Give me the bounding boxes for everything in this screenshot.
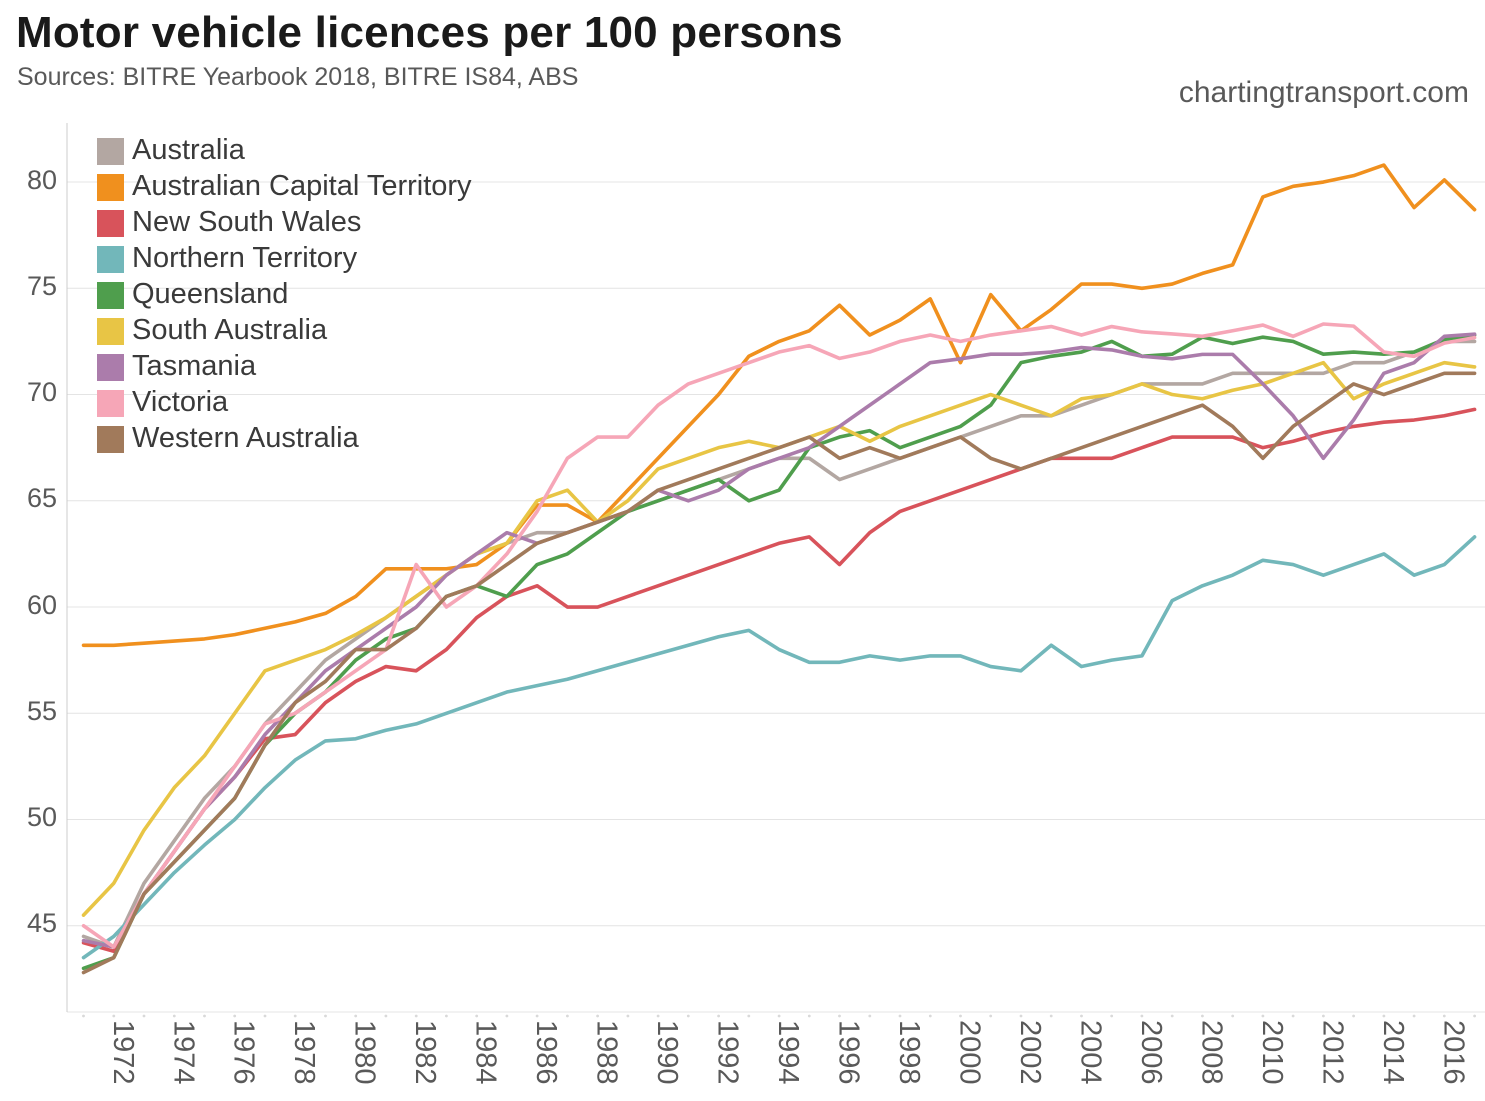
svg-text:75: 75 [27, 271, 57, 301]
svg-text:50: 50 [27, 802, 57, 832]
svg-text:45: 45 [27, 908, 57, 938]
svg-text:1990: 1990 [651, 1020, 683, 1085]
svg-text:Northern Territory: Northern Territory [132, 242, 358, 274]
svg-text:1998: 1998 [893, 1020, 925, 1085]
svg-text:2004: 2004 [1075, 1020, 1107, 1085]
svg-text:1974: 1974 [167, 1020, 199, 1085]
svg-text:Queensland: Queensland [132, 278, 288, 310]
svg-text:2008: 2008 [1195, 1020, 1227, 1085]
svg-text:2000: 2000 [954, 1020, 986, 1085]
svg-text:2006: 2006 [1135, 1020, 1167, 1085]
svg-text:Tasmania: Tasmania [132, 350, 257, 382]
svg-text:1976: 1976 [228, 1020, 260, 1085]
svg-text:Western Australia: Western Australia [132, 422, 360, 454]
svg-text:1972: 1972 [107, 1020, 139, 1085]
svg-text:Victoria: Victoria [132, 386, 229, 418]
svg-text:70: 70 [27, 377, 57, 407]
svg-text:1984: 1984 [470, 1020, 502, 1085]
svg-text:2010: 2010 [1256, 1020, 1288, 1085]
svg-text:60: 60 [27, 590, 57, 620]
svg-text:1986: 1986 [530, 1020, 562, 1085]
svg-text:1992: 1992 [712, 1020, 744, 1085]
svg-text:1978: 1978 [288, 1020, 320, 1085]
svg-text:55: 55 [27, 696, 57, 726]
svg-text:65: 65 [27, 483, 57, 513]
svg-text:2014: 2014 [1377, 1020, 1409, 1085]
svg-text:2002: 2002 [1014, 1020, 1046, 1085]
svg-text:New South Wales: New South Wales [132, 206, 361, 238]
svg-text:1982: 1982 [409, 1020, 441, 1085]
svg-text:2016: 2016 [1437, 1020, 1469, 1085]
svg-text:2012: 2012 [1316, 1020, 1348, 1085]
svg-text:Australia: Australia [132, 134, 246, 166]
svg-text:1996: 1996 [833, 1020, 865, 1085]
svg-text:Australian Capital Territory: Australian Capital Territory [132, 170, 472, 202]
svg-text:80: 80 [27, 165, 57, 195]
svg-text:1994: 1994 [772, 1020, 804, 1085]
svg-text:1988: 1988 [591, 1020, 623, 1085]
svg-text:South Australia: South Australia [132, 314, 328, 346]
svg-text:1980: 1980 [349, 1020, 381, 1085]
